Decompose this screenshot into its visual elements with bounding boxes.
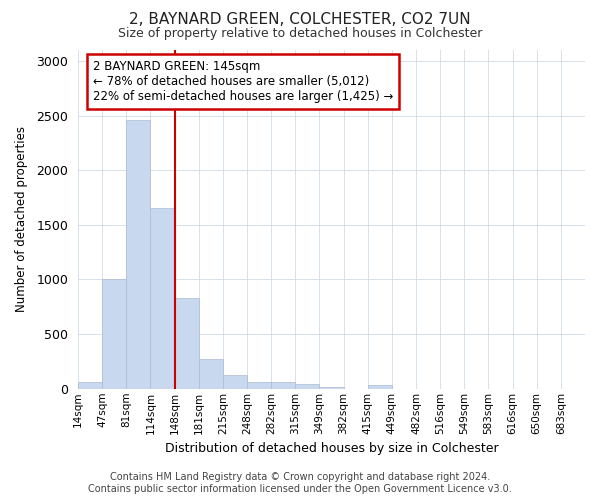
Bar [223,374,247,389]
X-axis label: Distribution of detached houses by size in Colchester: Distribution of detached houses by size … [164,442,498,455]
Text: 2 BAYNARD GREEN: 145sqm
← 78% of detached houses are smaller (5,012)
22% of semi: 2 BAYNARD GREEN: 145sqm ← 78% of detache… [93,60,394,103]
Bar [126,120,151,389]
Bar [151,208,175,389]
Bar [102,280,126,389]
Bar [175,298,199,389]
Bar [78,382,102,389]
Text: 2, BAYNARD GREEN, COLCHESTER, CO2 7UN: 2, BAYNARD GREEN, COLCHESTER, CO2 7UN [129,12,471,28]
Text: Size of property relative to detached houses in Colchester: Size of property relative to detached ho… [118,28,482,40]
Bar [295,384,319,389]
Bar [247,382,271,389]
Bar [368,386,392,389]
Bar [199,358,223,389]
Text: Contains HM Land Registry data © Crown copyright and database right 2024.
Contai: Contains HM Land Registry data © Crown c… [88,472,512,494]
Bar [271,382,295,389]
Y-axis label: Number of detached properties: Number of detached properties [15,126,28,312]
Bar [319,386,344,389]
